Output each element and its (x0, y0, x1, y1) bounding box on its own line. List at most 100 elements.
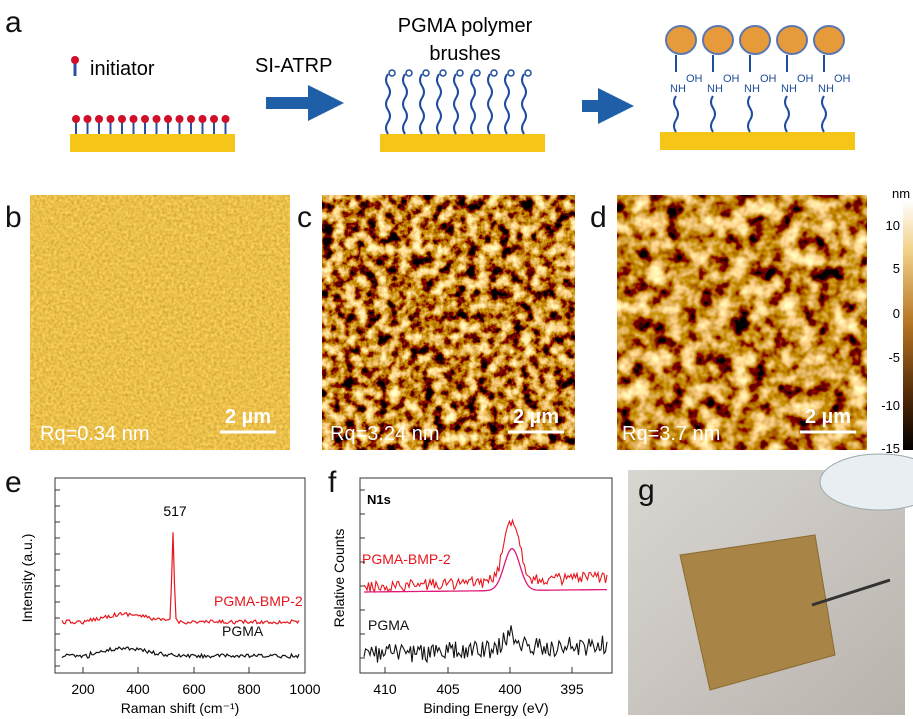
panel-label: d (590, 201, 607, 234)
spectrum (62, 532, 299, 624)
amine: NH (670, 83, 686, 95)
epoxide (491, 70, 497, 76)
x-tick-label: 400 (498, 681, 522, 697)
amine: NH (818, 83, 834, 95)
initiator (199, 115, 207, 123)
protein (740, 26, 770, 54)
brush (522, 74, 526, 134)
colorbar (903, 200, 913, 450)
label: PGMA polymer (398, 15, 533, 37)
x-tick-label: 800 (237, 681, 261, 697)
x-tick-label: 1000 (289, 681, 320, 697)
colorbar-tick-label: -5 (888, 350, 900, 365)
initiator (222, 115, 230, 123)
panel-label: e (5, 466, 22, 499)
epoxide (406, 70, 412, 76)
roughness: Rq=0.34 nm (40, 423, 150, 445)
roughness: Rq=3.7 nm (622, 423, 720, 445)
brush (386, 74, 390, 134)
hydroxyl: OH (797, 73, 814, 85)
scale-label: 2 µm (225, 406, 271, 428)
brush (674, 96, 678, 132)
initiator (95, 115, 103, 123)
legend-label: PGMA-BMP-2 (362, 551, 451, 567)
initiator (118, 115, 126, 123)
brush (403, 74, 407, 134)
initiator (130, 115, 138, 123)
panel-label: g (638, 474, 655, 507)
label: initiator (90, 58, 155, 80)
initiator (164, 115, 172, 123)
brush (785, 96, 789, 132)
epoxide (440, 70, 446, 76)
x-tick-label: 200 (71, 681, 95, 697)
scale-label: 2 µm (805, 406, 851, 428)
epoxide (474, 70, 480, 76)
figure: a initiator SI-ATRP PGMA polymer brushes… (0, 0, 913, 719)
scale-label: 2 µm (513, 406, 559, 428)
substrate (660, 132, 855, 150)
protein (777, 26, 807, 54)
amine: NH (744, 83, 760, 95)
x-tick-label: 410 (373, 681, 397, 697)
peak-label: 517 (163, 503, 187, 519)
substrate (70, 134, 235, 152)
colorbar-tick-label: 10 (886, 218, 900, 233)
x-axis-label: Raman shift (cm⁻¹) (121, 700, 240, 716)
label: brushes (429, 43, 500, 65)
panel-title: N1s (367, 492, 391, 507)
brush (711, 96, 715, 132)
x-tick-label: 400 (126, 681, 150, 697)
legend-label: PGMA (222, 623, 264, 639)
amine: NH (781, 83, 797, 95)
brush (437, 74, 441, 134)
y-axis-label: Intensity (a.u.) (19, 534, 35, 623)
icon (71, 56, 79, 64)
brush (454, 74, 458, 134)
colorbar-tick-label: 5 (893, 261, 900, 276)
brush (822, 96, 826, 132)
amine: NH (707, 83, 723, 95)
panel-label: f (328, 466, 337, 499)
initiator (141, 115, 149, 123)
panel-label: a (5, 6, 22, 39)
hydroxyl: OH (686, 73, 703, 85)
brush (505, 74, 509, 134)
panel-label: c (297, 201, 312, 234)
brush (488, 74, 492, 134)
roughness: Rq=3.24 nm (330, 423, 440, 445)
protein (666, 26, 696, 54)
colorbar-unit: nm (892, 186, 910, 201)
initiator (107, 115, 115, 123)
brush (748, 96, 752, 132)
epoxide (457, 70, 463, 76)
brush (471, 74, 475, 134)
initiator (176, 115, 184, 123)
spectrum (62, 647, 299, 658)
x-tick-label: 405 (436, 681, 460, 697)
colorbar-tick-label: 0 (893, 306, 900, 321)
initiator (84, 115, 92, 123)
epoxide (389, 70, 395, 76)
epoxide (508, 70, 514, 76)
initiator (210, 115, 218, 123)
colorbar-tick-label: -10 (881, 398, 900, 413)
epoxide (423, 70, 429, 76)
hydroxyl: OH (834, 73, 851, 85)
x-tick-label: 395 (560, 681, 584, 697)
hydroxyl: OH (723, 73, 740, 85)
x-tick-label: 600 (182, 681, 206, 697)
panel-label: b (5, 201, 22, 234)
legend-label: PGMA (368, 617, 410, 633)
epoxide (525, 70, 531, 76)
legend-label: PGMA-BMP-2 (214, 593, 303, 609)
x-axis-label: Binding Energy (eV) (423, 700, 548, 716)
protein (703, 26, 733, 54)
initiator (153, 115, 161, 123)
substrate (380, 134, 545, 152)
protein (814, 26, 844, 54)
hydroxyl: OH (760, 73, 777, 85)
initiator (187, 115, 195, 123)
y-axis-label: Relative Counts (331, 529, 347, 628)
brush (420, 74, 424, 134)
